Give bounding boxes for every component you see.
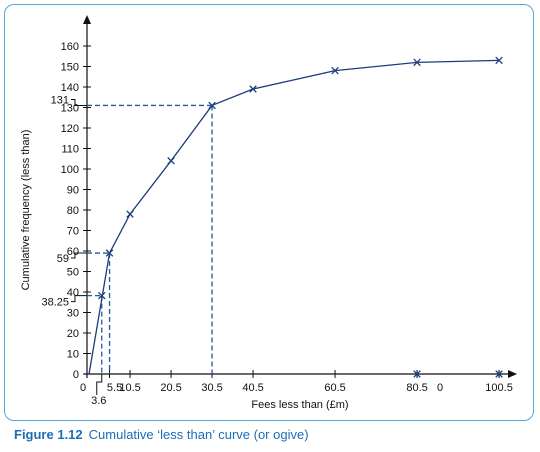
interpolated-point-marker [98,291,106,300]
annotation-3.6-label: 3.6 [91,395,106,407]
annotation-59-label: 59 [57,253,69,265]
data-point-marker [413,58,421,67]
y-tick-label: 30 [67,308,79,320]
y-tick-label: 20 [67,328,79,340]
y-axis-title: Cumulative frequency (less than) [20,130,32,291]
y-tick-label: 100 [61,164,79,176]
data-point-marker [167,157,175,165]
data-point-marker [126,210,134,218]
y-tick-label: 90 [67,185,79,197]
annotation-59-leader [71,252,87,259]
data-point-marker [249,85,257,93]
y-axis-arrow [83,15,91,24]
ogive-line [88,59,500,375]
figure-number: Figure 1.12 [14,427,83,442]
x-tick-label: 80.5 [406,382,427,394]
data-point-marker [105,249,114,257]
y-tick-label: 0 [73,369,79,381]
x-tick-label: 100.5 [485,382,513,394]
x-tick-label: 5.5 [107,382,122,394]
y-tick-label: 130 [61,103,79,115]
figure-caption: Figure 1.12 Cumulative ‘less than’ curve … [14,427,309,442]
x-tick-label: 60.5 [324,382,345,394]
x-tick-label: 10.5 [119,382,140,394]
data-point-marker [495,56,503,65]
data-point-marker [208,101,216,110]
x-tick-label: 40.5 [242,382,263,394]
y-tick-label: 60 [67,246,79,258]
annotation-38.25-leader [71,295,87,303]
y-tick-label: 120 [61,123,79,135]
annotation-131-label: 131 [51,94,69,106]
annotation-3.6-leader [96,374,103,395]
y-tick-label: 150 [61,62,79,74]
figure-caption-text: Cumulative ‘less than’ curve (or ogive) [88,427,309,442]
annotation-zero-label: 0 [437,382,443,394]
x-tick-label: 30.5 [201,382,222,394]
y-tick-label: 50 [67,267,79,279]
y-tick-label: 140 [61,82,79,94]
y-tick-label: 160 [61,41,79,53]
annotation-38.25-label: 38.25 [41,297,69,309]
y-tick-label: 110 [61,144,79,156]
figure-frame [4,4,534,421]
y-tick-label: 80 [67,205,79,217]
x-tick-label: 0 [80,382,86,394]
x-tick-label: 20.5 [160,382,181,394]
data-point-marker [331,66,339,75]
y-tick-label: 10 [67,349,79,361]
x-axis-arrow [508,370,517,378]
ogive-chart: 0102030405060708090100110120130140150160… [20,15,517,411]
y-tick-label: 70 [67,226,79,238]
x-axis-title: Fees less than (£m) [251,399,348,411]
annotation-131-leader [71,98,87,106]
